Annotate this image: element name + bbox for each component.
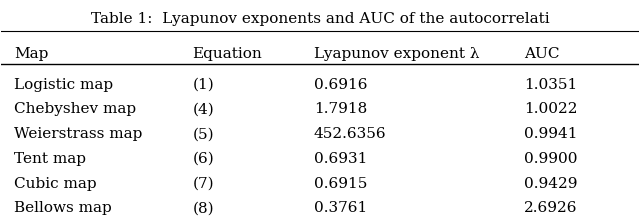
Text: 0.6916: 0.6916 xyxy=(314,78,367,92)
Text: 0.9941: 0.9941 xyxy=(524,127,577,141)
Text: (5): (5) xyxy=(193,127,214,141)
Text: 1.0022: 1.0022 xyxy=(524,102,577,116)
Text: (7): (7) xyxy=(193,177,214,191)
Text: 0.9900: 0.9900 xyxy=(524,152,577,166)
Text: Bellows map: Bellows map xyxy=(14,201,112,215)
Text: Map: Map xyxy=(14,47,49,61)
Text: 0.3761: 0.3761 xyxy=(314,201,367,215)
Text: 1.7918: 1.7918 xyxy=(314,102,367,116)
Text: (1): (1) xyxy=(193,78,214,92)
Text: Logistic map: Logistic map xyxy=(14,78,113,92)
Text: (6): (6) xyxy=(193,152,214,166)
Text: 452.6356: 452.6356 xyxy=(314,127,387,141)
Text: AUC: AUC xyxy=(524,47,559,61)
Text: Lyapunov exponent λ: Lyapunov exponent λ xyxy=(314,47,479,61)
Text: Cubic map: Cubic map xyxy=(14,177,97,191)
Text: 0.6915: 0.6915 xyxy=(314,177,367,191)
Text: (8): (8) xyxy=(193,201,214,215)
Text: Chebyshev map: Chebyshev map xyxy=(14,102,136,116)
Text: 0.6931: 0.6931 xyxy=(314,152,367,166)
Text: 0.9429: 0.9429 xyxy=(524,177,577,191)
Text: 1.0351: 1.0351 xyxy=(524,78,577,92)
Text: 2.6926: 2.6926 xyxy=(524,201,577,215)
Text: Tent map: Tent map xyxy=(14,152,86,166)
Text: Equation: Equation xyxy=(193,47,262,61)
Text: Table 1:  Lyapunov exponents and AUC of the autocorrelati: Table 1: Lyapunov exponents and AUC of t… xyxy=(91,12,549,26)
Text: (4): (4) xyxy=(193,102,214,116)
Text: Weierstrass map: Weierstrass map xyxy=(14,127,143,141)
